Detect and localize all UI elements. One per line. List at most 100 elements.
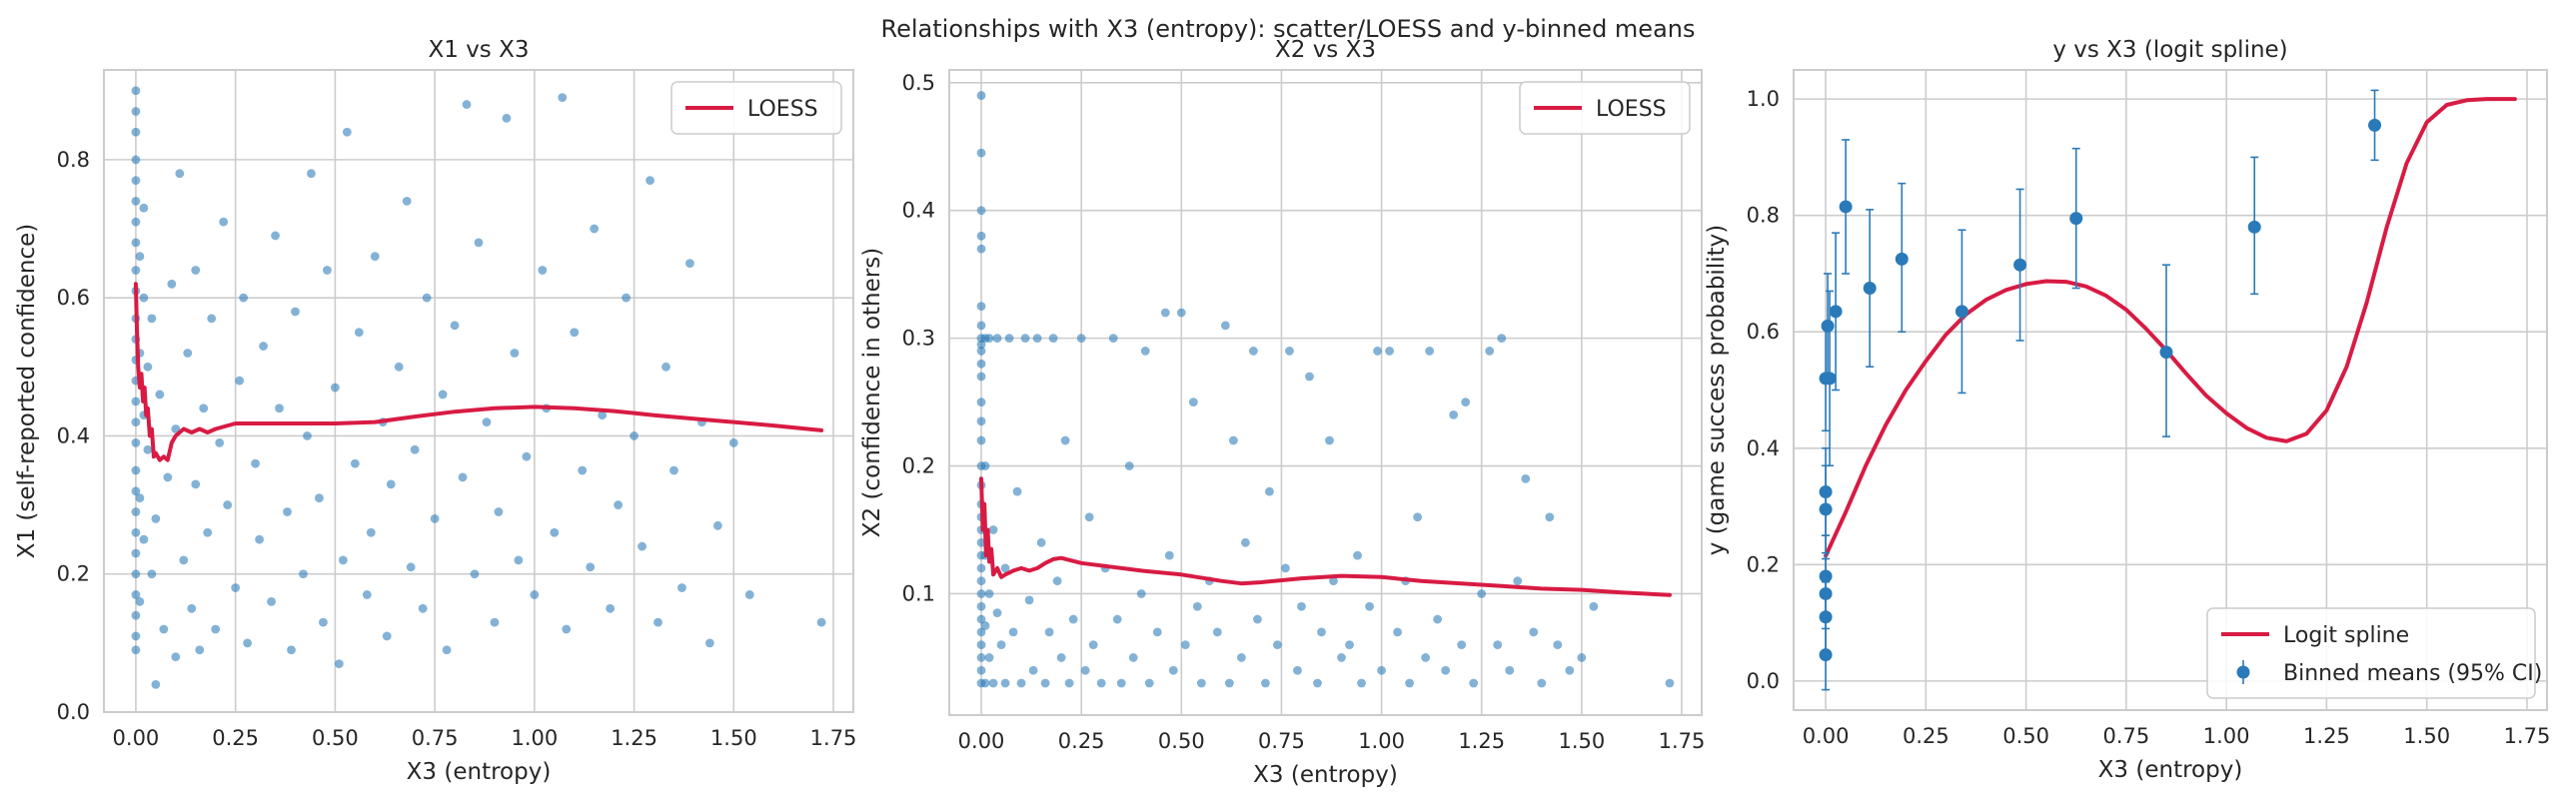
binned-mean-point	[2069, 212, 2083, 226]
scatter-point	[147, 314, 157, 324]
scatter-point	[1261, 678, 1270, 688]
x-tick-label: 0.75	[1258, 729, 1305, 753]
scatter-point	[1060, 435, 1070, 445]
binned-mean	[2247, 156, 2261, 296]
binned-mean-point	[1954, 305, 1968, 319]
scatter-point	[976, 321, 986, 331]
scatter-point	[450, 321, 460, 331]
scatter-point	[1305, 372, 1314, 382]
scatter-point	[255, 534, 264, 544]
scatter-point	[151, 514, 161, 523]
scatter-point	[1545, 512, 1555, 522]
scatter-point	[366, 527, 376, 537]
scatter-point	[744, 590, 754, 599]
x-tick-label: 1.25	[1458, 729, 1505, 753]
scatter-point	[1012, 486, 1022, 496]
panel-title: X2 vs X3	[1275, 37, 1376, 63]
x-axis-label: X3 (entropy)	[2098, 757, 2243, 783]
scatter-point	[976, 148, 986, 158]
scatter-point	[410, 444, 420, 454]
binned-mean	[1829, 232, 1843, 392]
binned-mean-point	[1819, 569, 1833, 583]
binned-mean	[1895, 182, 1909, 334]
scatter-point	[1513, 576, 1523, 586]
scatter-point	[167, 279, 177, 289]
scatter-point	[1076, 334, 1086, 344]
x-tick-label: 0.75	[412, 726, 459, 750]
scatter-point	[638, 541, 646, 551]
x-tick-label: 1.50	[2403, 724, 2450, 748]
scatter-point	[139, 203, 149, 213]
scatter-point	[1128, 653, 1138, 662]
scatter-point	[143, 362, 153, 372]
scatter-point	[1236, 653, 1246, 662]
binned-mean-point	[1823, 372, 1837, 386]
binned-mean	[1839, 139, 1853, 275]
scatter-point	[283, 507, 292, 516]
scatter-point	[976, 398, 986, 406]
scatter-point	[976, 416, 986, 426]
scatter-point	[183, 349, 193, 358]
scatter-point	[131, 610, 141, 620]
scatter-point	[315, 493, 324, 503]
scatter-point	[988, 525, 998, 534]
scatter-point	[303, 431, 312, 440]
scatter-point	[319, 617, 328, 627]
scatter-point	[1140, 347, 1150, 356]
scatter-point	[976, 640, 986, 650]
scatter-point	[1188, 398, 1198, 406]
scatter-point	[976, 91, 986, 100]
scatter-point	[131, 437, 141, 447]
scatter-point	[606, 603, 616, 613]
scatter-point	[1144, 678, 1154, 688]
scatter-point	[622, 293, 632, 303]
scatter-point	[1040, 678, 1050, 688]
y-axis-label: X2 (confidence in others)	[859, 248, 885, 537]
panel-x2-vs-x3: 0.00 0.25 0.50 0.75 1.00 1.25 1.50 1.75 0.1 0.2 0.…	[859, 37, 1705, 788]
scatter-point	[163, 472, 173, 482]
plot-marks	[131, 86, 826, 689]
scatter-point	[219, 217, 229, 227]
y-tick-label: 0.0	[1747, 669, 1780, 693]
scatter-point	[307, 169, 316, 179]
scatter-point	[502, 113, 512, 123]
legend-label: Binned means (95% CI)	[2283, 661, 2542, 686]
x-tick-label: 0.00	[1803, 724, 1850, 748]
scatter-point	[1589, 601, 1599, 611]
scatter-point	[179, 555, 189, 565]
x-axis-label: X3 (entropy)	[407, 759, 552, 785]
scatter-point	[147, 569, 157, 579]
scatter-point	[984, 334, 994, 344]
scatter-point	[1553, 640, 1563, 650]
plot-frame	[1793, 69, 2548, 711]
scatter-point	[159, 624, 169, 634]
y-tick-label: 0.2	[902, 454, 935, 478]
scatter-point	[211, 624, 221, 634]
plot-area	[1794, 70, 2547, 710]
scatter-point	[171, 424, 181, 433]
y-tick-label: 1.0	[1747, 87, 1780, 111]
scatter-point	[370, 252, 380, 262]
scatter-point	[271, 231, 280, 241]
binned-mean-point	[2159, 346, 2173, 360]
scatter-point	[422, 293, 432, 303]
scatter-point	[239, 293, 249, 303]
scatter-point	[1537, 678, 1547, 688]
x-tick-label: 0.50	[2002, 724, 2049, 748]
scatter-point	[1136, 589, 1146, 598]
scatter-point	[1425, 347, 1435, 356]
scatter-point	[1249, 347, 1258, 356]
scatter-point	[1353, 550, 1362, 560]
scatter-point	[976, 627, 986, 637]
scatter-point	[131, 527, 141, 537]
binned-mean-point	[1819, 484, 1833, 498]
scatter-point	[1088, 640, 1098, 650]
scatter-point	[1281, 563, 1290, 573]
x-tick-label: 1.00	[1358, 729, 1405, 753]
scatter-point	[510, 349, 520, 358]
scatter-point	[538, 266, 548, 275]
scatter-point	[712, 520, 722, 530]
x-tick-label: 1.25	[611, 726, 657, 750]
scatter-point	[386, 479, 396, 489]
y-tick-label: 0.8	[1747, 204, 1780, 228]
